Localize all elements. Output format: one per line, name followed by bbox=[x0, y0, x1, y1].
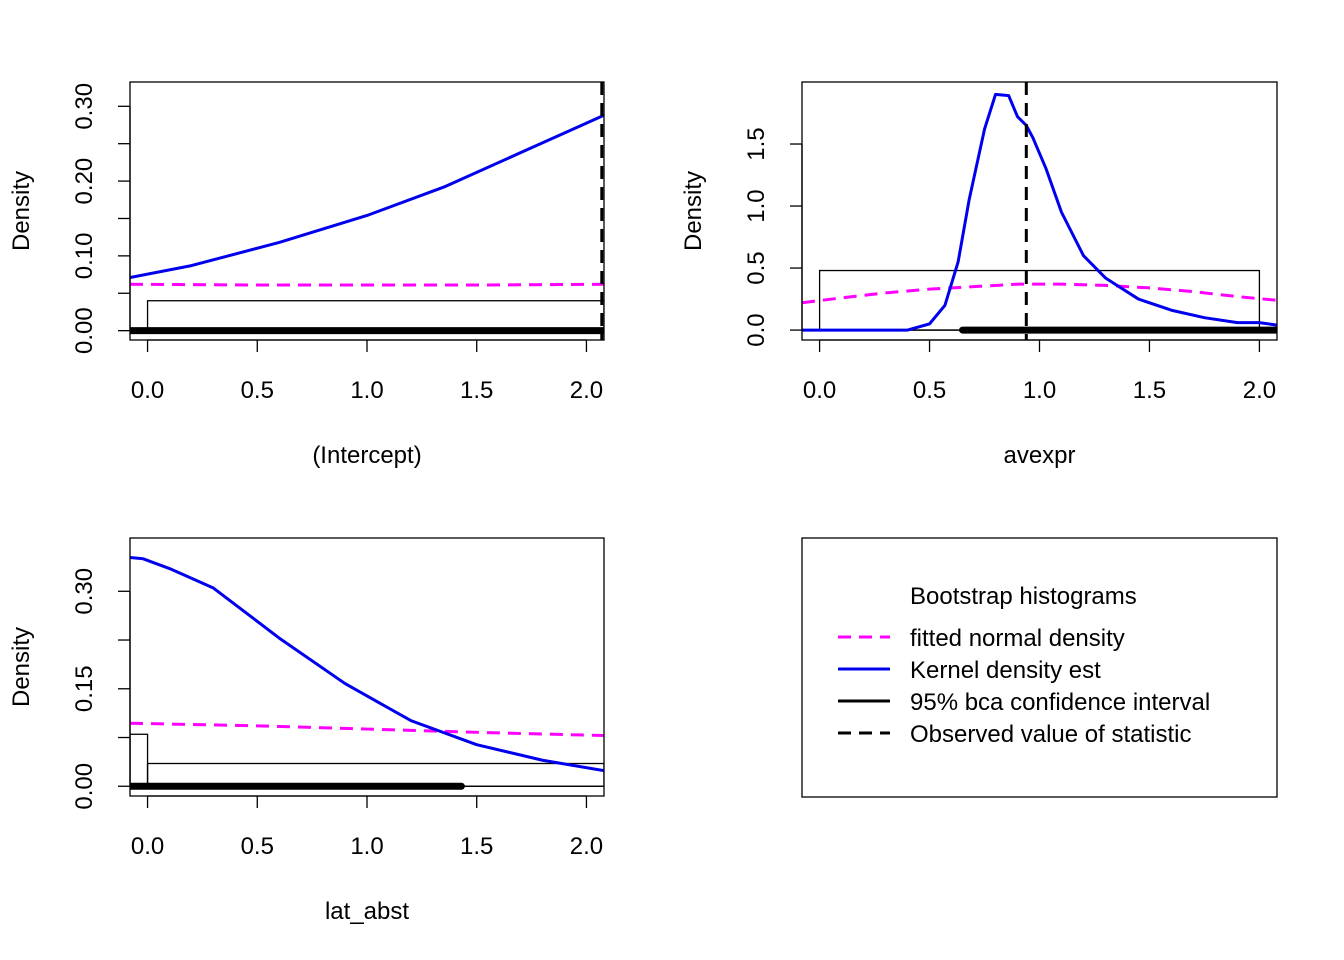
legend: Bootstrap histograms fitted normal densi… bbox=[801, 537, 1278, 798]
x-tick-label: 0.0 bbox=[131, 377, 164, 404]
plot-area bbox=[130, 556, 604, 790]
y-tick-label: 0.10 bbox=[71, 233, 98, 280]
plot-frame bbox=[801, 81, 1278, 341]
legend-title: Bootstrap histograms bbox=[910, 583, 1137, 610]
kernel-density-line bbox=[130, 556, 604, 773]
y-axis-title: Density bbox=[8, 627, 35, 707]
legend-label-ci: 95% bca confidence interval bbox=[910, 689, 1210, 716]
chart-panels: 0.0 0.5 1.0 1.5 2.0 0.00 0.10 0.20 0.30 (Intercep… bbox=[8, 81, 1278, 925]
x-tick-label: 2.0 bbox=[570, 377, 603, 404]
y-tick-label: 0.00 bbox=[71, 763, 98, 810]
y-axis: 0.0 0.5 1.0 1.5 bbox=[743, 127, 803, 347]
legend-label-kernel: Kernel density est bbox=[910, 657, 1101, 684]
x-axis: 0.0 0.5 1.0 1.5 2.0 bbox=[131, 795, 603, 860]
y-axis: 0.00 0.15 0.30 bbox=[71, 568, 131, 810]
y-tick-label: 0.5 bbox=[743, 251, 770, 284]
fitted-normal-density-line bbox=[802, 282, 1277, 305]
y-tick-label: 1.0 bbox=[743, 189, 770, 222]
y-tick-label: 0.30 bbox=[71, 568, 98, 615]
x-tick-label: 1.0 bbox=[1023, 377, 1056, 404]
x-tick-label: 2.0 bbox=[570, 833, 603, 860]
x-tick-label: 0.5 bbox=[241, 377, 274, 404]
x-axis: 0.0 0.5 1.0 1.5 2.0 bbox=[131, 339, 603, 404]
histogram-bar bbox=[130, 733, 149, 787]
x-tick-label: 0.5 bbox=[241, 833, 274, 860]
panel-3: 0.0 0.5 1.0 1.5 2.0 0.00 0.15 0.30 lat_abst Densi… bbox=[8, 537, 605, 925]
legend-label-observed: Observed value of statistic bbox=[910, 721, 1191, 748]
x-tick-label: 1.5 bbox=[460, 833, 493, 860]
histogram-bar bbox=[146, 300, 604, 332]
fitted-normal-density-line bbox=[130, 721, 604, 738]
x-tick-label: 1.5 bbox=[460, 377, 493, 404]
y-tick-label: 0.15 bbox=[71, 665, 98, 712]
kernel-density-line bbox=[130, 113, 604, 280]
x-axis-title: lat_abst bbox=[325, 898, 409, 925]
y-tick-label: 1.5 bbox=[743, 127, 770, 160]
y-axis-title: Density bbox=[8, 171, 35, 251]
x-tick-label: 1.0 bbox=[350, 377, 383, 404]
histogram-bar bbox=[818, 269, 1261, 331]
y-tick-label: 0.30 bbox=[71, 83, 98, 130]
x-tick-label: 2.0 bbox=[1243, 377, 1276, 404]
x-axis-title: (Intercept) bbox=[312, 442, 421, 469]
panel-2: 0.0 0.5 1.0 1.5 2.0 0.0 0.5 1.0 1.5 avexpr Density bbox=[680, 81, 1278, 469]
plot-area bbox=[802, 82, 1277, 340]
panel-1: 0.0 0.5 1.0 1.5 2.0 0.00 0.10 0.20 0.30 (Intercep… bbox=[8, 81, 605, 469]
x-axis-title: avexpr bbox=[1003, 442, 1075, 469]
y-tick-label: 0.00 bbox=[71, 307, 98, 354]
x-tick-label: 1.0 bbox=[350, 833, 383, 860]
x-tick-label: 0.5 bbox=[913, 377, 946, 404]
x-tick-label: 1.5 bbox=[1133, 377, 1166, 404]
legend-label-normal: fitted normal density bbox=[910, 625, 1125, 652]
x-axis: 0.0 0.5 1.0 1.5 2.0 bbox=[803, 339, 1276, 404]
legend-frame bbox=[801, 537, 1278, 798]
y-axis: 0.00 0.10 0.20 0.30 bbox=[71, 83, 131, 354]
fitted-normal-density-line bbox=[130, 282, 604, 287]
y-tick-label: 0.20 bbox=[71, 158, 98, 205]
y-axis-title: Density bbox=[680, 171, 707, 251]
x-tick-label: 0.0 bbox=[131, 833, 164, 860]
y-tick-label: 0.0 bbox=[743, 313, 770, 346]
plot-area bbox=[130, 82, 604, 340]
x-tick-label: 0.0 bbox=[803, 377, 836, 404]
